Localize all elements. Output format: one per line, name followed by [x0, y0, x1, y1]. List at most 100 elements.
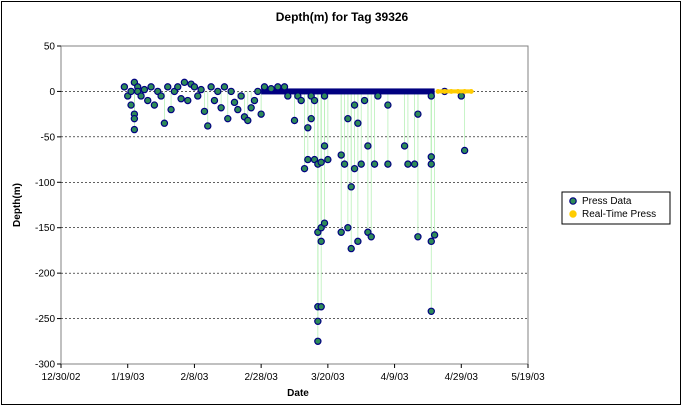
press-data-point: [157, 92, 165, 100]
press-data-point: [297, 96, 305, 105]
press-data-point: [214, 87, 222, 96]
press-data-points: [120, 78, 469, 345]
press-data-point: [354, 119, 362, 127]
y-axis-label: Depth(m): [12, 183, 23, 227]
press-data-point: [194, 92, 202, 100]
y-tick-label: -100: [35, 178, 55, 189]
legend-marker-press-data: [569, 197, 577, 205]
press-data-point: [400, 142, 409, 150]
press-data-point: [457, 92, 465, 100]
press-data-point: [160, 119, 169, 127]
legend-label-press-data: Press Data: [582, 196, 632, 207]
press-data-point: [374, 92, 382, 100]
press-data-point: [207, 83, 215, 91]
press-data-point: [224, 114, 232, 123]
press-data-point: [274, 83, 282, 91]
press-data-point: [220, 83, 229, 91]
x-tick-label: 2/28/03: [244, 372, 278, 383]
press-data-point: [427, 307, 435, 316]
press-data-point: [167, 105, 175, 114]
legend-label-real-time-press: Real-Time Press: [582, 209, 656, 220]
press-data-point: [190, 83, 199, 91]
legend: Press Data Real-Time Press: [561, 191, 671, 225]
legend-box: [561, 191, 671, 225]
press-data-point: [304, 124, 312, 132]
real-time-press-point: [468, 88, 474, 94]
press-data-point: [364, 142, 372, 150]
press-data-point: [227, 87, 235, 96]
press-data-point: [130, 114, 139, 123]
press-data-point: [244, 116, 252, 125]
y-tick-label: -300: [35, 360, 55, 371]
real-time-press-point: [462, 88, 468, 94]
x-axis-label: Date: [287, 388, 309, 399]
press-data-point: [320, 219, 329, 227]
press-data-point: [234, 105, 242, 114]
press-data-point: [200, 107, 209, 116]
press-data-point: [414, 110, 422, 118]
press-data-point: [217, 104, 225, 112]
press-data-point: [427, 153, 435, 161]
x-tick-label: 3/20/03: [311, 372, 345, 383]
x-tick-label: 5/19/03: [511, 372, 545, 383]
real-time-press-point: [448, 88, 454, 94]
press-data-point: [127, 101, 135, 109]
press-data-point: [290, 116, 299, 125]
press-data-point: [360, 96, 369, 105]
press-data-point: [140, 85, 149, 94]
press-data-point: [337, 228, 345, 236]
press-data-point: [384, 160, 392, 168]
press-data-point: [357, 160, 365, 168]
real-time-press-point: [442, 88, 448, 94]
press-data-point: [174, 83, 182, 91]
press-data-point: [347, 183, 355, 191]
press-data-point: [427, 237, 435, 246]
real-time-press-point: [435, 88, 441, 94]
press-data-point: [410, 160, 419, 168]
legend-marker-real-time-press: [569, 210, 577, 218]
press-data-point: [120, 83, 129, 91]
press-data-point: [430, 231, 439, 239]
press-data-point: [150, 101, 159, 109]
press-data-point: [427, 160, 435, 168]
press-data-point: [414, 233, 422, 241]
press-data-point: [427, 92, 435, 100]
press-data-point: [210, 96, 219, 105]
press-data-point: [147, 83, 155, 91]
press-data-point: [197, 85, 205, 94]
press-data-point: [370, 160, 379, 168]
press-data-point: [260, 83, 269, 91]
press-data-point: [310, 96, 319, 105]
press-data-point: [127, 87, 135, 96]
press-data-point: [254, 87, 262, 96]
x-tick-label: 12/30/02: [42, 372, 81, 383]
press-data-point: [237, 92, 245, 100]
press-data-point: [317, 237, 325, 246]
press-data-point: [307, 114, 315, 123]
press-data-point: [354, 237, 362, 246]
press-data-point: [300, 164, 309, 173]
y-tick-label: -200: [35, 269, 55, 280]
y-tick-label: -150: [35, 223, 55, 234]
real-time-press-points: [435, 88, 474, 94]
x-tick-label: 2/8/03: [181, 372, 209, 383]
surface-band: [261, 88, 435, 95]
press-data-point: [284, 92, 292, 100]
x-axis-ticks: 12/30/02 1/19/03 2/8/03 2/28/03 3/20/03 4/9/0…: [42, 364, 545, 383]
x-tick-label: 4/29/03: [445, 372, 479, 383]
press-data-point: [324, 155, 332, 164]
press-data-point: [320, 142, 329, 150]
y-axis-ticks: 50 0 -50 -100 -150 -200 -250 -300: [35, 42, 61, 371]
press-data-point: [320, 92, 329, 100]
press-data-point: [130, 125, 139, 134]
press-data-point: [230, 98, 239, 107]
press-data-point: [344, 224, 352, 232]
press-data-point: [314, 317, 322, 325]
press-data-point: [137, 92, 145, 100]
press-data-point: [267, 85, 275, 93]
press-data-point: [337, 151, 345, 159]
press-data-point: [180, 78, 189, 87]
real-time-press-point: [455, 88, 461, 94]
press-data-point: [314, 337, 322, 345]
